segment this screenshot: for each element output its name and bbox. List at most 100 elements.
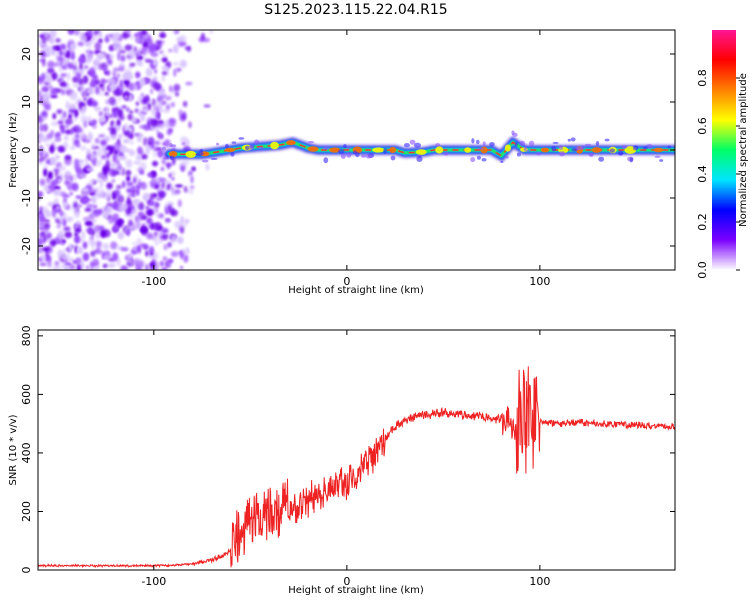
noise-speck <box>58 165 67 171</box>
noise-speck <box>39 155 46 162</box>
noise-speck <box>100 189 105 198</box>
x-tick-label: 0 <box>343 275 350 288</box>
noise-speck <box>126 188 134 193</box>
noise-speck <box>93 265 101 270</box>
ridge-fringe <box>225 143 229 149</box>
noise-speck <box>154 68 158 74</box>
noise-speck <box>112 191 116 200</box>
noise-speck <box>118 49 127 54</box>
ridge-fringe <box>477 147 484 150</box>
ridge-hotspot <box>270 141 279 150</box>
noise-speck <box>98 116 106 123</box>
noise-speck <box>45 210 52 218</box>
noise-speck <box>85 264 90 270</box>
noise-speck <box>141 47 148 56</box>
noise-speck <box>102 177 108 182</box>
noise-speck <box>103 255 111 259</box>
colorbar-tick-label: 0.8 <box>696 69 709 87</box>
y-tick-label: 0 <box>20 147 33 154</box>
noise-speck <box>86 53 93 62</box>
noise-speck <box>100 179 104 189</box>
x-tick-label: 0 <box>343 575 350 588</box>
ridge-fringe <box>512 132 518 137</box>
ridge-fringe <box>552 141 559 144</box>
noise-speck <box>91 143 96 148</box>
spectrogram-y-label: Frequency (Hz) <box>8 112 19 188</box>
noise-speck <box>80 115 88 123</box>
noise-speck <box>81 132 86 140</box>
ridge-band <box>162 130 675 164</box>
ridge-hotspot <box>307 146 319 152</box>
noise-speck <box>119 144 127 153</box>
noise-speck <box>39 214 46 223</box>
noise-speck <box>176 236 184 245</box>
noise-speck <box>79 85 84 94</box>
noise-speck <box>125 228 131 237</box>
noise-speck <box>132 176 137 184</box>
noise-speck <box>137 179 141 183</box>
noise-speck <box>116 257 121 267</box>
noise-speck <box>181 141 187 146</box>
noise-speck <box>43 103 51 111</box>
colorbar-tick-label: 0.0 <box>696 261 709 279</box>
noise-speck <box>167 130 172 136</box>
noise-speck <box>162 90 167 99</box>
noise-speck <box>40 254 47 261</box>
noise-speck <box>70 182 79 191</box>
noise-speck <box>43 222 51 230</box>
noise-speck <box>94 41 102 51</box>
noise-speck <box>180 165 185 172</box>
noise-speck <box>64 158 72 166</box>
ridge-fringe <box>489 141 495 147</box>
ridge-fringe <box>231 141 237 144</box>
noise-speck <box>98 38 103 44</box>
snr-panel: -100 0 100 0 200 400 600 800 Height of straigh… <box>8 325 676 596</box>
noise-speck <box>159 238 163 244</box>
ridge-fringe <box>570 137 576 142</box>
noise-speck <box>162 256 168 261</box>
x-tick-label: -100 <box>141 575 166 588</box>
noise-speck <box>89 261 97 268</box>
noise-speck <box>139 162 147 170</box>
noise-speck <box>170 186 175 192</box>
noise-speck <box>145 59 153 63</box>
ridge-fringe <box>323 157 329 164</box>
noise-speck <box>161 57 168 63</box>
noise-speck <box>126 181 134 187</box>
ridge-fringe <box>409 139 416 145</box>
noise-speck <box>42 45 50 52</box>
noise-speck <box>61 65 68 70</box>
noise-speck <box>154 101 159 109</box>
noise-speck <box>57 249 63 259</box>
noise-speck <box>131 241 138 245</box>
noise-speck <box>190 175 194 184</box>
noise-speck <box>159 31 166 38</box>
noise-speck <box>82 216 90 222</box>
noise-speck <box>95 231 101 240</box>
noise-speck <box>44 229 49 233</box>
noise-speck <box>62 110 67 118</box>
noise-speck <box>124 80 130 89</box>
noise-speck <box>62 218 67 228</box>
noise-speck <box>133 160 142 165</box>
noise-speck <box>155 40 162 45</box>
noise-speck <box>170 251 179 258</box>
noise-speck <box>158 88 164 97</box>
noise-speck <box>57 120 64 125</box>
ridge-fringe <box>667 145 671 149</box>
ridge-fringe <box>476 139 480 145</box>
noise-speck <box>154 201 160 209</box>
noise-speck <box>165 211 170 215</box>
noise-speck <box>179 114 187 122</box>
ridge-fringe <box>253 139 260 146</box>
noise-speck <box>144 244 150 251</box>
noise-speck <box>131 209 138 215</box>
colorbar-gradient <box>712 30 736 270</box>
noise-speck <box>50 87 58 96</box>
noise-speck <box>173 68 177 77</box>
noise-speck <box>161 65 169 71</box>
ridge-fringe <box>535 152 542 156</box>
noise-speck <box>135 263 140 270</box>
y-tick-label: -20 <box>20 237 33 255</box>
ridge-fringe <box>476 155 481 160</box>
